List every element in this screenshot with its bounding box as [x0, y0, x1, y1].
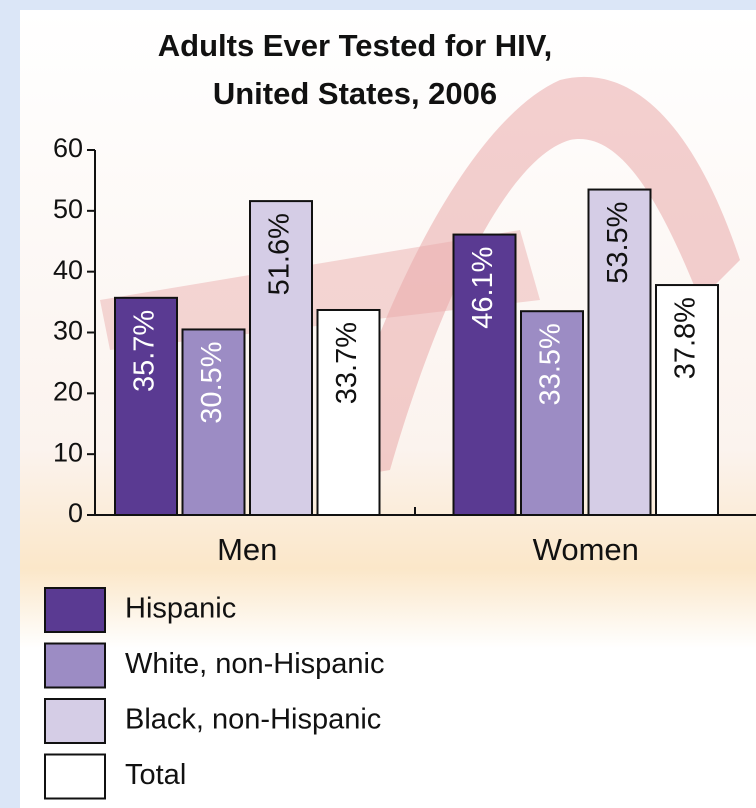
bar	[452, 233, 517, 517]
value-label: 30.5%	[196, 341, 228, 423]
x-tick-label: Women	[533, 532, 639, 567]
value-label: 33.5%	[535, 323, 567, 405]
legend-swatch	[44, 587, 106, 633]
y-tick-label: 30	[53, 316, 83, 346]
ribbon-decoration	[100, 230, 540, 350]
value-label: 53.5%	[602, 202, 634, 284]
legend-swatch	[44, 753, 106, 800]
x-tick-label: Men	[217, 532, 277, 567]
y-tick-label: 20	[53, 376, 83, 406]
value-label: 37.8%	[670, 297, 702, 379]
y-tick-label: 50	[53, 194, 83, 224]
bar	[249, 200, 313, 516]
chart-subtitle: United States, 2006	[213, 76, 497, 111]
y-tick-label: 10	[53, 437, 83, 467]
bar	[114, 296, 178, 517]
value-label: 51.6%	[264, 213, 296, 295]
legend-label: White, non-Hispanic	[125, 648, 385, 680]
legend-label: Total	[125, 759, 186, 791]
value-label: 33.7%	[331, 322, 363, 404]
legend-swatch	[44, 642, 106, 689]
value-label: 46.1%	[467, 247, 499, 329]
legend-label: Black, non-Hispanic	[125, 704, 381, 736]
value-label: 35.7%	[129, 310, 161, 392]
bar	[587, 188, 652, 517]
bar	[316, 308, 381, 516]
y-tick-label: 0	[68, 498, 83, 528]
y-tick-label: 60	[53, 133, 83, 163]
bar	[181, 328, 246, 517]
legend-swatch	[44, 698, 106, 744]
bar	[655, 284, 719, 516]
legend-label: Hispanic	[125, 593, 236, 625]
bar	[520, 310, 584, 517]
chart-title: Adults Ever Tested for HIV,	[158, 28, 553, 63]
y-tick-label: 40	[53, 255, 83, 285]
